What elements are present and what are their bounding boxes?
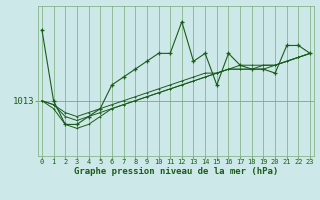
- X-axis label: Graphe pression niveau de la mer (hPa): Graphe pression niveau de la mer (hPa): [74, 167, 278, 176]
